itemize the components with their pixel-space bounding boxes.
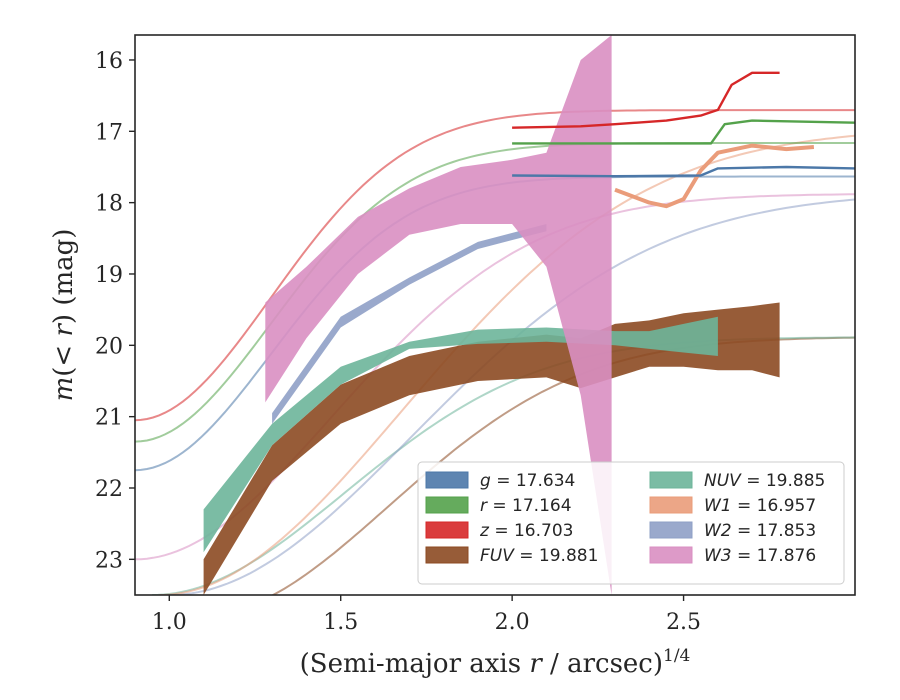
legend-frame <box>417 461 845 585</box>
band-fuv <box>203 302 780 595</box>
legend-label-g: g = 17.634 <box>480 471 575 491</box>
legend-label-r: r = 17.164 <box>480 496 572 516</box>
plot-frame <box>134 34 856 596</box>
legend-swatch-w3 <box>649 546 693 564</box>
legend: g = 17.634 r = 17.164 z = 16.703 FUV = 19.8… <box>417 461 845 585</box>
y-tick-label: 19 <box>95 263 123 288</box>
band-nuv <box>203 316 718 553</box>
legend-swatch-w2 <box>649 521 693 539</box>
y-axis-label: m(< r) (mag) <box>49 229 79 402</box>
legend-swatch-w1 <box>649 496 693 514</box>
model-curve-z <box>135 109 855 422</box>
legend-label-nuv: NUV = 19.885 <box>704 471 825 491</box>
legend-swatch-g <box>425 471 469 489</box>
data-line-z <box>512 71 780 129</box>
y-tick-label: 22 <box>95 477 123 502</box>
data-line-g <box>512 165 855 178</box>
legend-label-fuv: FUV = 19.881 <box>480 546 598 566</box>
legend-label-z: z = 16.703 <box>479 521 573 541</box>
legend-label-w1: W1 = 16.957 <box>704 496 816 516</box>
x-tick-label: 1.5 <box>323 610 358 635</box>
x-tick-label: 2.0 <box>495 610 530 635</box>
y-tick-label: 21 <box>95 406 123 431</box>
legend-label-w3: W3 = 17.876 <box>704 546 816 566</box>
y-tick-label: 20 <box>95 334 123 359</box>
y-tick-label: 16 <box>95 49 123 74</box>
y-axis-ticks: 16 17 18 19 20 21 22 23 <box>95 49 135 573</box>
y-tick-label: 23 <box>95 548 123 573</box>
data-line-r <box>512 119 855 145</box>
legend-label-w2: W2 = 17.853 <box>704 521 816 541</box>
y-tick-label: 17 <box>95 120 123 145</box>
legend-swatch-fuv <box>425 546 469 564</box>
x-axis-ticks: 1.0 1.5 2.0 2.5 <box>152 595 701 635</box>
model-curve-w1 <box>158 134 855 595</box>
x-tick-label: 1.0 <box>152 610 187 635</box>
data-line-w1 <box>614 143 815 209</box>
x-axis-label: (Semi-major axis r / arcsec)1/4 <box>300 646 691 679</box>
legend-swatch-z <box>425 521 469 539</box>
series-layer <box>135 35 855 595</box>
y-tick-label: 18 <box>95 192 123 217</box>
model-curve-r <box>135 142 855 443</box>
x-tick-label: 2.5 <box>666 610 701 635</box>
legend-swatch-r <box>425 496 469 514</box>
legend-swatch-nuv <box>649 471 693 489</box>
